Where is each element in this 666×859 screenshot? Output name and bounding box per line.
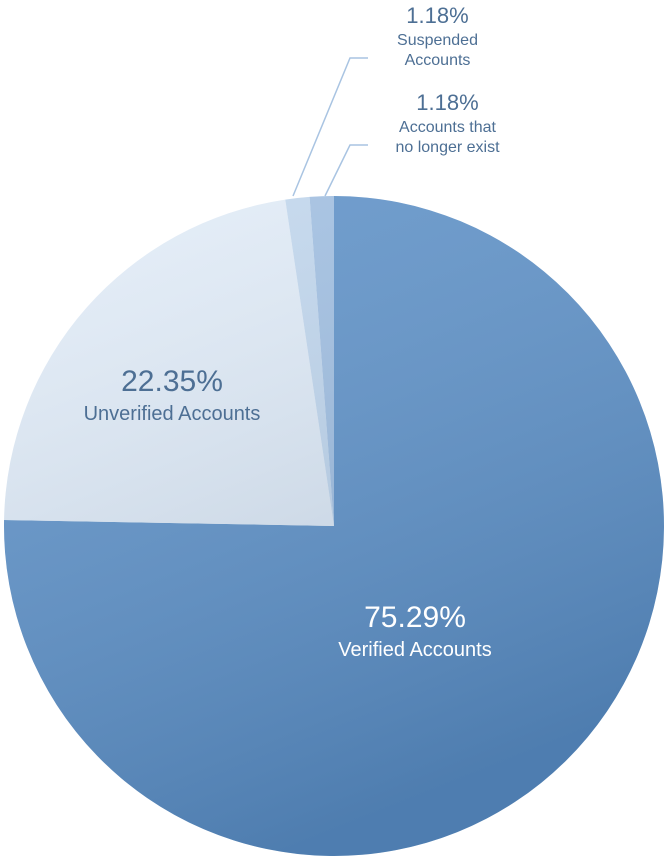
slice-name-label: Verified Accounts <box>338 639 492 661</box>
slice-name-label: Suspended Accounts <box>397 31 478 70</box>
leader-line <box>292 57 368 197</box>
leader-line <box>324 144 368 197</box>
slice-value-label: 1.18% <box>406 3 469 28</box>
slice-label: 1.18% Accounts that no longer exist <box>390 89 505 159</box>
slice-label: 1.18% Suspended Accounts <box>380 2 495 72</box>
slice-value-label: 22.35% <box>121 365 223 398</box>
slice-label: 22.35% Unverified Accounts <box>22 362 322 427</box>
slice-value-label: 1.18% <box>416 90 479 115</box>
slice-value-label: 75.29% <box>364 601 466 634</box>
slice-name-label: Accounts that no longer exist <box>395 118 500 157</box>
slice-name-label: Unverified Accounts <box>83 403 261 425</box>
slice-label: 75.29% Verified Accounts <box>265 598 565 663</box>
